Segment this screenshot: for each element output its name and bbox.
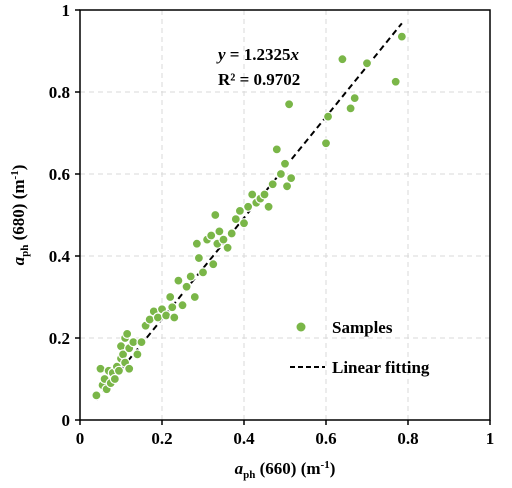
sample-point bbox=[238, 218, 250, 229]
sample-point bbox=[197, 267, 209, 278]
x-tick-label: 0.2 bbox=[151, 429, 172, 448]
sample-point bbox=[230, 214, 241, 225]
fit-equation: y = 1.2325x bbox=[216, 45, 299, 64]
x-tick-label: 0 bbox=[76, 429, 85, 448]
sample-point bbox=[349, 93, 360, 104]
sample-point bbox=[243, 201, 254, 212]
legend: Samples Linear fitting bbox=[290, 318, 430, 377]
sample-point bbox=[167, 302, 178, 313]
y-tick-label: 0.2 bbox=[49, 329, 70, 348]
sample-point bbox=[281, 181, 293, 192]
tick-labels: 0 0.2 0.4 0.6 0.8 1 0 0.2 0.4 0.6 0.8 1 bbox=[49, 1, 495, 448]
sample-point bbox=[361, 58, 373, 69]
sample-point bbox=[124, 363, 135, 374]
sample-point bbox=[320, 138, 332, 149]
sample-point bbox=[214, 226, 225, 237]
y-axis-title: aph (680) (m-1) bbox=[9, 165, 31, 266]
sample-point bbox=[191, 238, 202, 249]
legend-samples-marker bbox=[296, 322, 306, 332]
sample-point bbox=[210, 209, 221, 221]
sample-point bbox=[271, 144, 282, 155]
r-squared-label: R² = 0.9702 bbox=[218, 70, 300, 89]
sample-point bbox=[234, 205, 245, 216]
sample-point bbox=[181, 281, 192, 292]
sample-point bbox=[189, 291, 200, 303]
x-tick-label: 1 bbox=[486, 429, 495, 448]
sample-point bbox=[208, 259, 219, 270]
legend-samples-label: Samples bbox=[332, 318, 393, 337]
y-tick-label: 1 bbox=[62, 1, 71, 20]
legend-fit-label: Linear fitting bbox=[332, 358, 430, 377]
sample-point bbox=[337, 54, 348, 65]
sample-point bbox=[222, 242, 233, 253]
sample-point bbox=[169, 312, 180, 323]
sample-point bbox=[286, 173, 297, 184]
sample-point bbox=[177, 300, 188, 311]
sample-point bbox=[226, 228, 237, 239]
sample-point bbox=[173, 275, 184, 286]
data-points bbox=[91, 31, 407, 401]
y-tick-label: 0.8 bbox=[49, 83, 70, 102]
sample-point bbox=[206, 230, 217, 241]
y-tick-label: 0.4 bbox=[49, 247, 71, 266]
sample-point bbox=[122, 328, 133, 339]
x-axis-title: aph (660) (m-1) bbox=[235, 459, 336, 481]
sample-point bbox=[275, 168, 286, 180]
sample-point bbox=[263, 201, 274, 212]
x-tick-label: 0.4 bbox=[233, 429, 255, 448]
sample-point bbox=[152, 312, 163, 323]
sample-point bbox=[185, 271, 196, 282]
sample-point bbox=[396, 31, 407, 42]
sample-point bbox=[91, 390, 102, 401]
sample-point bbox=[284, 99, 295, 110]
plot-frame bbox=[79, 9, 491, 421]
sample-point bbox=[279, 158, 291, 169]
x-tick-label: 0.6 bbox=[315, 429, 336, 448]
sample-point bbox=[193, 252, 204, 264]
sample-point bbox=[218, 234, 229, 245]
sample-point bbox=[259, 189, 270, 200]
sample-point bbox=[95, 363, 106, 374]
sample-point bbox=[267, 179, 278, 190]
sample-point bbox=[322, 111, 334, 122]
x-tick-label: 0.8 bbox=[397, 429, 418, 448]
sample-point bbox=[144, 314, 155, 325]
sample-point bbox=[161, 310, 172, 321]
y-tick-label: 0.6 bbox=[49, 165, 70, 184]
sample-point bbox=[132, 349, 143, 360]
sample-point bbox=[165, 291, 176, 303]
sample-point bbox=[390, 76, 401, 87]
sample-point bbox=[247, 189, 258, 200]
sample-point bbox=[136, 337, 147, 348]
y-tick-label: 0 bbox=[62, 411, 71, 430]
sample-point bbox=[345, 103, 356, 114]
sample-point bbox=[109, 373, 120, 385]
sample-point bbox=[113, 365, 125, 376]
sample-point bbox=[115, 341, 127, 352]
